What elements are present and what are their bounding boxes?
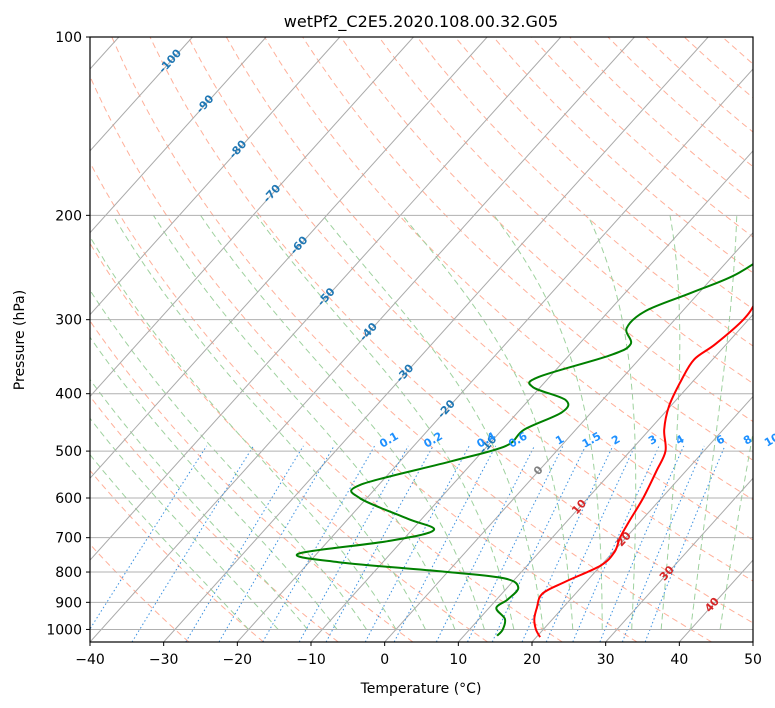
dewpoint-line (295, 262, 753, 637)
isotherm-line (90, 37, 193, 152)
x-tick-label: −40 (75, 652, 105, 668)
dry-adiabat (416, 37, 753, 347)
mixing-ratio-line (491, 445, 587, 642)
moist-adiabat (112, 215, 426, 630)
moist-adiabat (90, 336, 338, 630)
mixing-ratio-line (393, 445, 497, 642)
mixing-ratio-line (467, 445, 564, 642)
moist-adiabat (90, 378, 308, 630)
x-tick-label: −30 (149, 652, 179, 668)
x-tick-label: 30 (597, 652, 615, 668)
x-tick-label: 20 (523, 652, 541, 668)
isotherm-line (90, 37, 267, 234)
isotherm-line (752, 641, 753, 642)
y-axis-title: Pressure (hPa) (12, 290, 28, 390)
isotherm-line (605, 477, 753, 642)
mixing-ratio-line (298, 445, 409, 642)
dry-adiabat (90, 242, 488, 642)
isotherm-line (457, 313, 753, 642)
temperature-line (533, 304, 753, 638)
x-axis-title: Temperature (°C) (360, 681, 482, 697)
isotherm-line (90, 37, 414, 398)
mixing-ratio-line (435, 445, 535, 642)
plot-frame (89, 36, 754, 643)
y-tick-label: 800 (55, 565, 82, 581)
moist-adiabat (90, 453, 249, 630)
x-axis: −40 −30 −20 −10 0 10 20 30 40 50 (75, 642, 762, 668)
y-tick-label: 200 (55, 208, 82, 224)
chart-title: wetPf2_C2E5.2020.108.00.32.G05 (284, 12, 558, 32)
mixing-ratio-line (325, 445, 434, 642)
mixing-ratio-line (572, 445, 660, 642)
x-tick-label: −20 (223, 652, 253, 668)
isotherm-line (384, 231, 753, 642)
plot-background (90, 37, 753, 642)
profile-series (295, 262, 753, 638)
moist-adiabat (255, 215, 515, 630)
mixing-ratio-line (131, 445, 254, 642)
mixing-ratio-line (90, 445, 208, 630)
x-tick-label: 40 (670, 652, 688, 668)
x-tick-label: 10 (449, 652, 467, 668)
y-tick-label: 300 (55, 313, 82, 329)
isotherm-line (90, 37, 488, 480)
y-tick-label: 500 (55, 444, 82, 460)
isotherm-line (310, 150, 753, 642)
mixing-ratio-line (599, 445, 685, 642)
x-tick-label: −10 (296, 652, 326, 668)
dry-adiabat (454, 37, 753, 310)
isotherm-line (163, 37, 709, 642)
isotherm-line (90, 37, 341, 316)
y-tick-label: 100 (55, 30, 82, 46)
dry-adiabat (90, 395, 339, 642)
y-axis: 100 200 300 400 500 600 700 800 900 1000 (46, 30, 90, 638)
x-tick-label: 0 (380, 652, 389, 668)
mixing-ratio-line (185, 445, 304, 642)
y-tick-label: 900 (55, 595, 82, 611)
dry-adiabat (90, 469, 264, 642)
y-tick-label: 600 (55, 491, 82, 507)
isotherm-line (236, 68, 753, 642)
y-tick-label: 700 (55, 531, 82, 547)
y-tick-label: 400 (55, 387, 82, 403)
dry-adiabat (149, 37, 753, 624)
isotherm-line (531, 395, 753, 642)
y-tick-label: 1000 (46, 622, 82, 638)
mixing-ratio-label: 10 (762, 430, 775, 449)
dry-adiabat (90, 543, 190, 642)
background-lines (90, 37, 753, 642)
isotherm-line (90, 37, 635, 642)
isotherm-line (90, 37, 562, 561)
mixing-ratio-line (218, 445, 335, 642)
dry-adiabat (90, 161, 563, 642)
x-tick-label: 50 (744, 652, 762, 668)
